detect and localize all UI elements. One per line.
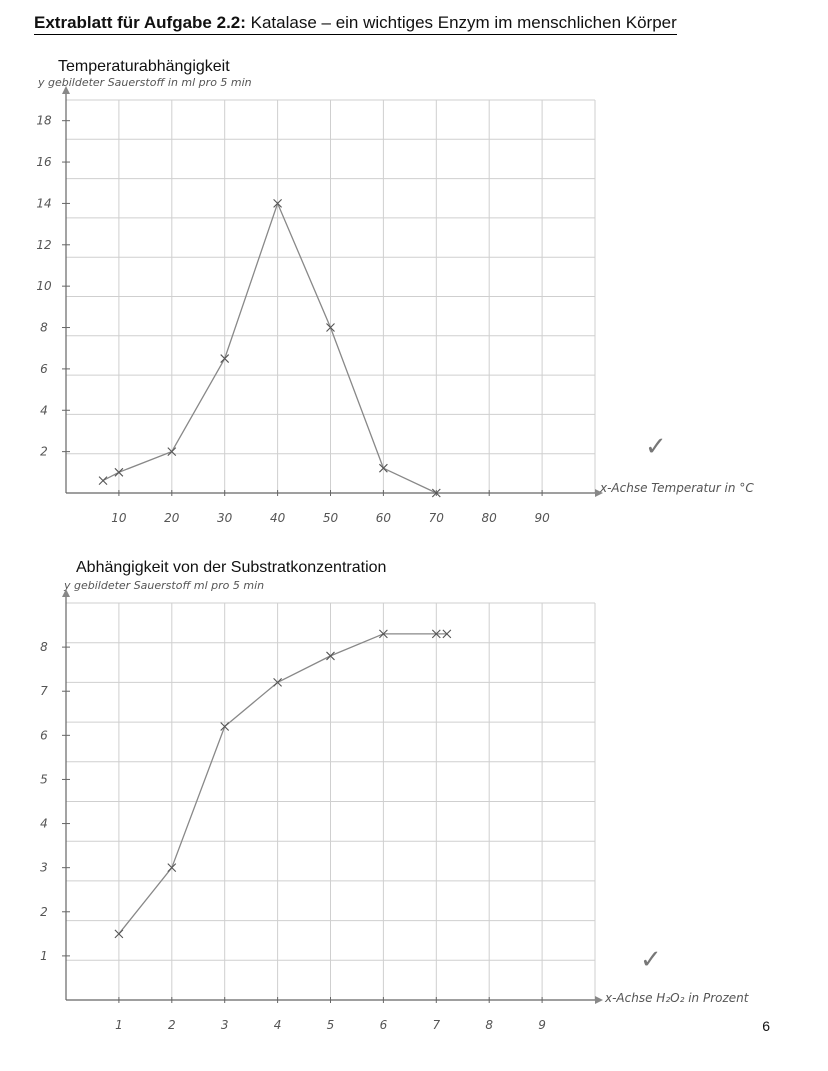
chart2-y-tick-label: 2 [40,905,48,919]
chart1-x-tick-label: 80 [482,511,498,525]
chart2-x-tick-label: 8 [485,1018,493,1032]
chart1-x-tick-label: 90 [534,511,550,525]
chart1-data-point [220,354,230,363]
chart1-x-tick-label: 40 [270,511,286,525]
chart1-y-tick-label: 14 [36,196,51,210]
chart1-check-mark: ✓ [645,431,667,461]
chart2-x-tick-label: 2 [168,1018,176,1032]
chart2-series-line [118,633,447,935]
chart1-xlabel: x-Achse Temperatur in °C [599,481,754,495]
chart1-data-point [273,199,282,208]
page-header: Extrablatt für Aufgabe 2.2: Katalase – e… [34,12,677,35]
chart2-title: Abhängigkeit von der Substratkonzentrati… [76,559,387,576]
chart1-data-point [379,463,388,473]
chart1-data-point [98,476,108,485]
chart2-y-tick-label: 1 [40,949,48,963]
chart1-data-point [167,447,177,457]
chart1-y-tick-label: 10 [36,279,52,293]
chart2-y-arrow [62,589,70,597]
chart2-x-tick-label: 3 [221,1018,229,1032]
chart1-y-tick-label: 2 [40,445,48,459]
chart2-data-point [167,863,177,873]
chart1-y-tick-label: 16 [36,155,52,169]
chart2-y-tick-label: 4 [40,817,48,831]
chart2-x-tick-label: 9 [538,1018,546,1032]
chart2-data-point [114,929,124,939]
chart1-y-tick-label: 12 [36,238,51,252]
chart2-data-point [273,678,282,687]
chart2-data-point [431,629,441,639]
chart2-y-tick-label: 7 [40,684,48,698]
chart1-y-tick-label: 18 [36,114,52,128]
chart2-xlabel: x-Achse H₂O₂ in Prozent [604,991,750,1005]
header-bold: Extrablatt für Aufgabe 2.2: [34,13,246,32]
chart2-y-tick-label: 5 [40,772,48,786]
chart2-data-point [326,651,335,661]
chart1-x-tick-label: 60 [376,511,392,525]
header-rest: Katalase – ein wichtiges Enzym im mensch… [250,13,677,32]
chart1-y-arrow [62,86,70,94]
chart1-x-tick-label: 50 [323,511,339,525]
chart2-data-point [379,629,388,639]
chart2-x-arrow [595,996,603,1004]
chart2-ylabel: y gebildeter Sauerstoff ml pro 5 min [64,579,265,592]
chart1-y-tick-label: 4 [40,403,48,417]
chart1-ylabel: y gebildeter Sauerstoff in ml pro 5 min [38,76,252,89]
chart2-x-tick-label: 6 [380,1018,388,1032]
chart2-data-point [442,629,452,639]
chart1-title: Temperaturabhängigkeit [58,58,230,75]
chart1-y-tick-label: 8 [40,321,48,335]
chart2-data-point [220,722,230,731]
chart1-series-line [102,201,437,494]
chart1-data-point [326,323,335,332]
chart2-x-tick-label: 4 [274,1018,282,1032]
chart1-x-tick-label: 30 [217,511,233,525]
chart2-x-tick-label: 7 [432,1018,440,1032]
chart2-x-tick-label: 1 [115,1018,123,1032]
chart2-y-tick-label: 6 [40,728,48,742]
chart1-data-point [431,488,441,498]
chart1-x-arrow [595,489,603,497]
chart2-check-mark: ✓ [640,944,662,974]
chart1-data-point [114,467,124,477]
chart1-x-tick-label: 70 [429,511,445,525]
chart1-y-tick-label: 6 [40,362,48,376]
chart1-x-tick-label: 10 [111,511,127,525]
chart2-y-tick-label: 8 [40,640,48,654]
chart1-x-tick-label: 20 [164,511,180,525]
page-number: 6 [762,1018,770,1034]
chart2-x-tick-label: 5 [327,1018,335,1032]
chart2-y-tick-label: 3 [40,861,48,875]
